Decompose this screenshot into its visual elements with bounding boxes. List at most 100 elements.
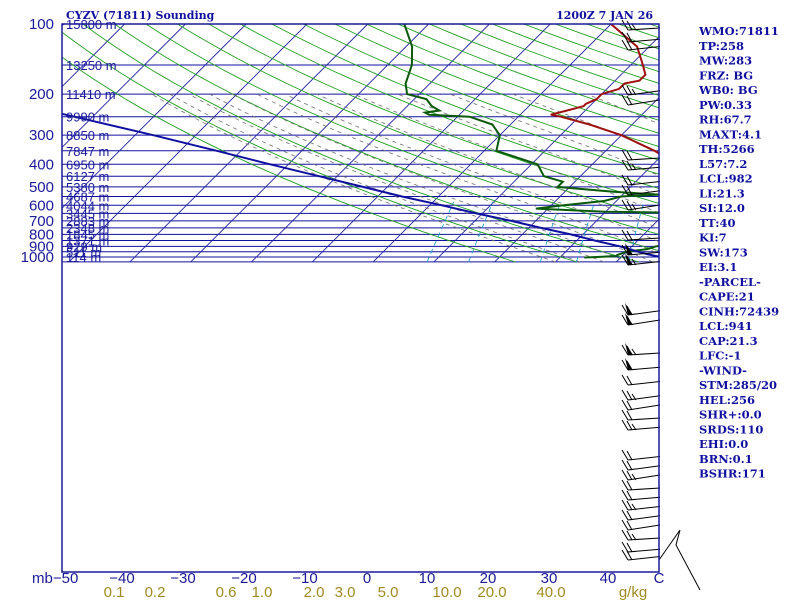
- height-label: 511 m: [66, 245, 101, 260]
- pressure-tick-label: 500: [29, 179, 54, 196]
- pressure-tick-label: 200: [29, 86, 54, 103]
- wind-barbs: [621, 19, 701, 591]
- isotherm-line: [311, 24, 551, 263]
- wind-barb-flag: [626, 510, 633, 521]
- wind-barb: [621, 409, 661, 421]
- wind-barb-flag: [621, 541, 629, 553]
- wind-barb-flag: [626, 175, 633, 186]
- wind-barb-flag: [621, 499, 629, 511]
- wind-barb-flag: [626, 390, 633, 401]
- isotherm-line: [62, 24, 247, 209]
- temperature-tick-label: 0: [363, 570, 371, 587]
- wind-barb: [621, 541, 661, 553]
- wind-barb: [621, 499, 661, 511]
- wind-barb-shaft: [627, 181, 661, 186]
- index-item: SW:173: [699, 245, 748, 259]
- index-item: MW:283: [699, 54, 752, 68]
- wind-barb: [621, 449, 661, 461]
- wind-barb-flag: [621, 344, 629, 356]
- index-item: HEL:256: [699, 393, 755, 407]
- index-item: FRZ: BG: [699, 68, 753, 82]
- wind-barb-flag: [626, 530, 633, 541]
- mixing-ratio-line: [766, 202, 772, 262]
- index-item: PW:0.33: [699, 98, 752, 112]
- wind-barb-flag: [621, 199, 629, 211]
- index-item: BRN:0.1: [699, 452, 753, 466]
- chart-grid: [0, 24, 772, 263]
- moist-adiabat-line: [586, 93, 659, 125]
- wind-barb: [621, 399, 661, 411]
- wind-barb-flag: [631, 203, 637, 211]
- wind-barb-surface: [658, 529, 701, 591]
- wind-barb-flag: [621, 84, 629, 96]
- wind-barb-shaft: [627, 190, 661, 196]
- height-label: 4687 m: [66, 190, 109, 205]
- wind-barb: [621, 509, 661, 521]
- wind-barb-flag: [621, 174, 629, 186]
- wind-barb: [621, 39, 661, 51]
- index-item: KI:7: [699, 231, 727, 245]
- wind-barb-flag: [626, 375, 633, 386]
- wind-barb-flag: [621, 409, 629, 421]
- dry-adiabat-line: [586, 24, 659, 50]
- pressure-tick-label: 400: [29, 156, 54, 173]
- wind-barb-flag: [626, 450, 633, 461]
- wind-barb-flag: [626, 95, 633, 106]
- isotherm-line: [0, 24, 3, 262]
- wind-barb-flag: [626, 85, 633, 96]
- height-label: 3445 m: [66, 206, 109, 221]
- wind-barb-flag: [621, 184, 629, 196]
- temperature-trace: [550, 24, 659, 155]
- wind-barb-flag: [626, 185, 633, 196]
- index-item: BSHR:171: [699, 467, 766, 481]
- moist-adiabat-line: [151, 93, 556, 263]
- wind-barb-shaft: [627, 426, 661, 431]
- index-item: -PARCEL-: [699, 275, 761, 289]
- moist-adiabat-line: [353, 93, 659, 214]
- wind-barb-shaft: [627, 204, 661, 211]
- index-item: WMO:71811: [698, 24, 779, 38]
- pressure-tick-label: 600: [29, 197, 54, 214]
- wind-barb-shaft: [627, 319, 661, 326]
- wind-barb: [621, 389, 661, 401]
- height-label: 5380 m: [66, 180, 109, 195]
- wind-barb-flag: [621, 229, 629, 241]
- mixing-ratio-tick-label: 0.1: [104, 584, 125, 600]
- wind-barb-flag: [621, 449, 629, 461]
- wind-barb: [621, 94, 661, 106]
- wind-barb: [621, 479, 661, 491]
- wind-barb-flag: [621, 149, 629, 161]
- wind-barb-shaft: [627, 157, 661, 161]
- wind-barb-flag: [621, 529, 629, 541]
- moist-adiabat-line: [284, 93, 659, 243]
- wind-barb-flag: [626, 542, 633, 553]
- wind-barb-flag: [631, 88, 637, 96]
- wind-barb-flag: [631, 348, 637, 356]
- wind-barb-flag: [621, 94, 629, 106]
- wind-barb-flag: [621, 479, 629, 491]
- height-label: 1371 m: [66, 234, 109, 249]
- wind-barb-shaft: [627, 381, 661, 386]
- wind-barb-flag: [626, 400, 633, 411]
- index-item: TT:40: [699, 216, 736, 230]
- index-item: RH:67.7: [699, 113, 752, 127]
- pressure-tick-label: 800: [29, 226, 54, 243]
- index-item: EHI:0.0: [699, 437, 748, 451]
- wind-barb-flag: [621, 159, 629, 171]
- wind-barb-shaft: [627, 515, 661, 521]
- mixing-ratio-tick-label: 0.2: [145, 584, 166, 600]
- wind-barb-shaft: [627, 166, 661, 171]
- dry-adiabat-line: [397, 24, 659, 121]
- isotherm-line: [615, 218, 659, 263]
- height-label: 7847 m: [66, 144, 109, 159]
- wind-barb-flag: [631, 163, 637, 171]
- wind-barb-pennant: [625, 303, 633, 315]
- wind-barb-shaft: [627, 487, 661, 491]
- moist-adiabat-line: [169, 93, 580, 263]
- temperature-unit-label: C: [654, 570, 665, 587]
- height-label: 1845 m: [66, 227, 109, 242]
- wind-barb-shaft: [627, 524, 661, 531]
- wind-barb: [621, 419, 661, 431]
- wind-barb: [621, 358, 661, 371]
